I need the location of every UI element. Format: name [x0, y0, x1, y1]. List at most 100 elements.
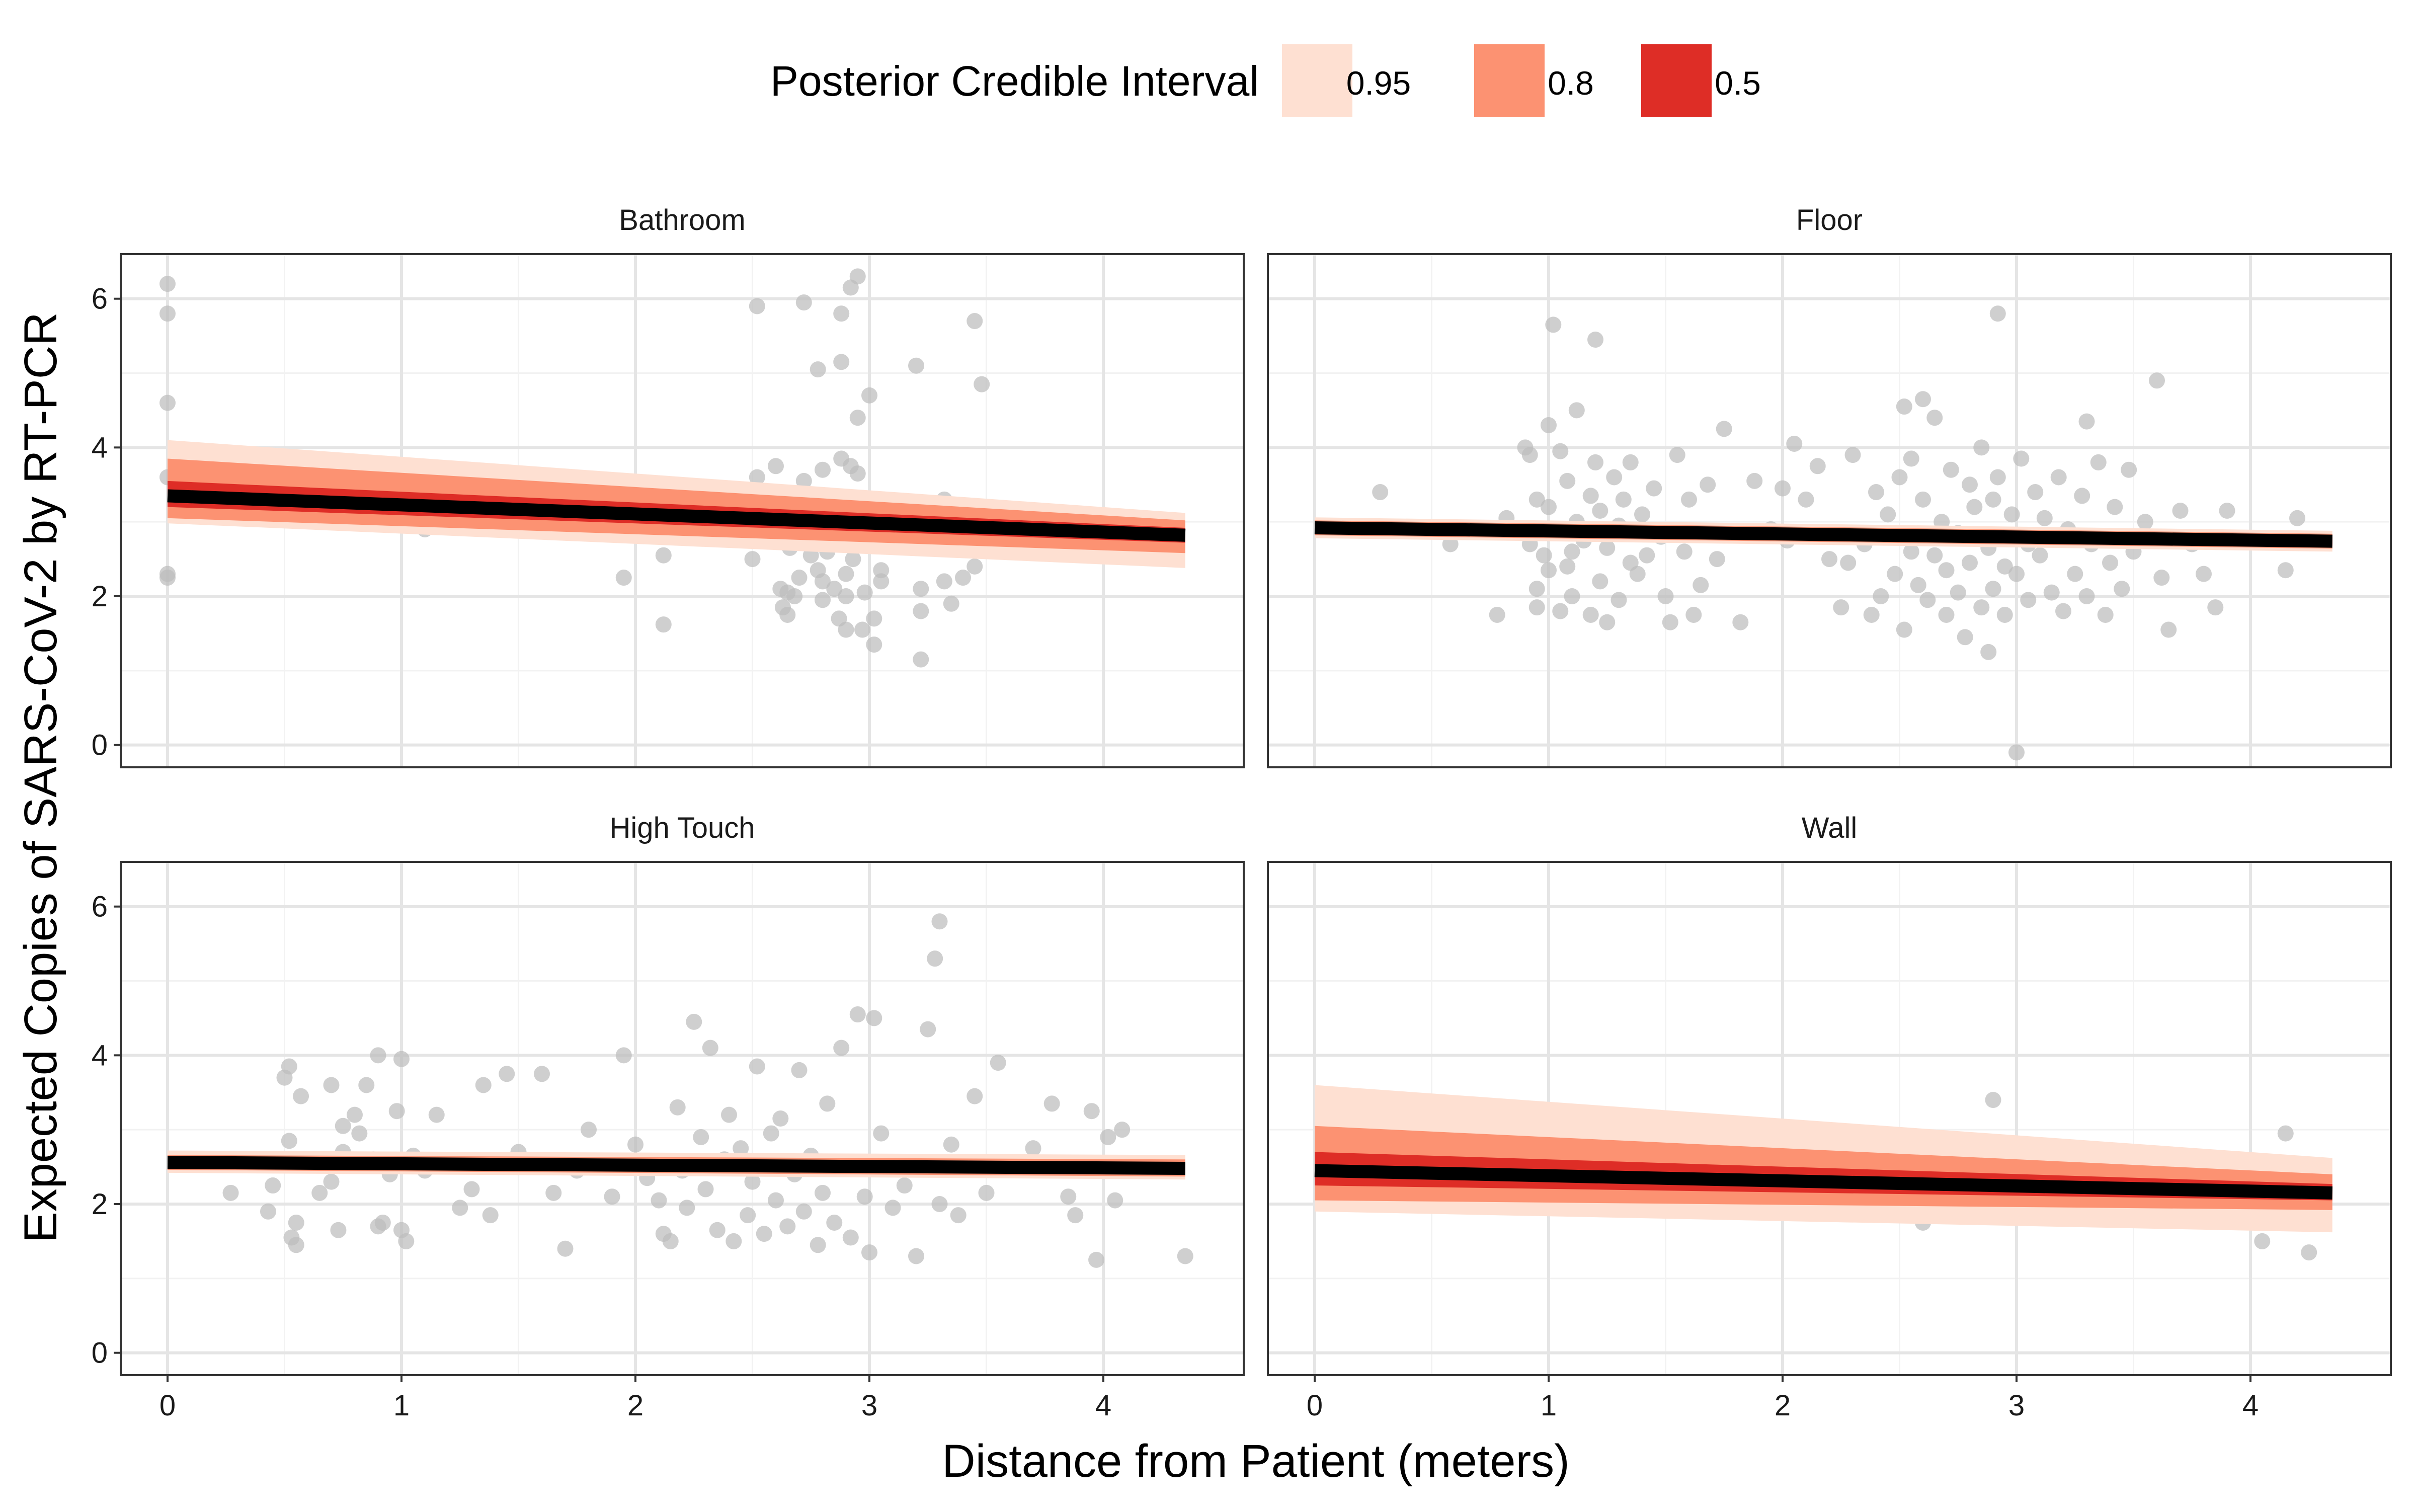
data-point	[791, 570, 808, 586]
data-point	[2043, 584, 2060, 601]
data-point	[955, 570, 971, 586]
data-point	[1709, 551, 1725, 568]
panel-strip-label: Wall	[1802, 812, 1858, 844]
data-point	[1732, 614, 1749, 630]
data-point	[815, 1184, 831, 1201]
data-point	[838, 588, 854, 604]
data-point	[2078, 588, 2095, 604]
data-point	[222, 1184, 239, 1201]
data-point	[1067, 1207, 1084, 1224]
data-point	[393, 1051, 410, 1067]
data-point	[1996, 558, 2013, 575]
y-tick-label: 6	[92, 283, 108, 315]
data-point	[1629, 566, 1646, 582]
data-point	[1880, 506, 1896, 523]
data-point	[1950, 584, 1966, 601]
data-point	[744, 551, 761, 568]
data-point	[2074, 488, 2090, 504]
panel-background	[121, 862, 1244, 1375]
data-point	[1926, 410, 1943, 426]
data-point	[845, 551, 861, 568]
data-point	[2153, 570, 2170, 586]
data-point	[2003, 506, 2020, 523]
data-point	[772, 1110, 789, 1127]
data-point	[1639, 547, 1655, 564]
data-point	[936, 573, 952, 590]
data-point	[1552, 443, 1569, 459]
data-point	[2137, 514, 2153, 530]
data-point	[2027, 484, 2044, 501]
data-point	[499, 1066, 515, 1082]
data-point	[854, 621, 871, 638]
data-point	[1606, 469, 1623, 486]
data-point	[1985, 1092, 2001, 1108]
data-point	[581, 1122, 597, 1138]
data-point	[1599, 614, 1616, 630]
data-point	[819, 1095, 836, 1112]
data-point	[1943, 461, 1959, 478]
data-point	[1528, 599, 1545, 616]
legend-label-1: 0.95	[1346, 64, 1411, 102]
data-point	[1685, 606, 1702, 623]
legend-title: Posterior Credible Interval	[770, 57, 1259, 105]
legend-label-3: 0.5	[1715, 64, 1761, 102]
data-point	[810, 361, 826, 378]
data-point	[697, 1181, 714, 1198]
data-point	[159, 305, 176, 322]
data-point	[1938, 606, 1955, 623]
data-point	[913, 581, 929, 597]
data-point	[1985, 491, 2001, 508]
data-point	[655, 547, 672, 564]
data-point	[2207, 599, 2224, 616]
data-point	[1896, 621, 1912, 638]
data-point	[950, 1207, 967, 1224]
data-point	[398, 1233, 415, 1249]
y-tick-label: 2	[92, 580, 108, 613]
data-point	[849, 268, 866, 285]
data-point	[662, 1233, 679, 1249]
data-point	[978, 1184, 995, 1201]
data-point	[1592, 573, 1608, 590]
panel-0: Bathroom 0 2 4 6	[92, 204, 1245, 768]
panel-border	[120, 253, 1245, 768]
data-point	[1615, 491, 1632, 508]
data-point	[1541, 417, 1557, 433]
data-point	[1592, 503, 1608, 519]
data-point	[370, 1047, 386, 1064]
data-point	[815, 573, 831, 590]
data-point	[1611, 592, 1627, 608]
data-point	[1536, 547, 1552, 564]
data-point	[1891, 469, 1908, 486]
data-point	[1582, 488, 1599, 504]
data-point	[709, 1222, 726, 1238]
data-point	[475, 1077, 492, 1093]
data-point	[1973, 439, 1990, 456]
data-point	[838, 566, 854, 582]
data-point	[281, 1058, 297, 1075]
data-point	[2219, 503, 2235, 519]
data-point	[358, 1077, 375, 1093]
data-point	[1043, 1095, 1060, 1112]
data-point	[2102, 554, 2118, 571]
data-point	[281, 1133, 297, 1149]
data-point	[1568, 402, 1585, 419]
data-point	[1676, 543, 1693, 560]
data-point	[967, 313, 983, 330]
data-point	[908, 357, 924, 374]
data-point	[779, 1218, 796, 1235]
data-point	[1559, 558, 1576, 575]
data-point	[1545, 316, 1562, 333]
y-tick-label: 2	[92, 1188, 108, 1221]
data-point	[849, 410, 866, 426]
data-point	[1746, 472, 1763, 489]
data-point	[1372, 484, 1389, 501]
data-point	[1088, 1251, 1105, 1268]
data-point	[1966, 499, 1983, 515]
data-point	[884, 1200, 901, 1216]
data-point	[2196, 566, 2212, 582]
panel-background	[1268, 254, 2391, 767]
data-point	[768, 458, 784, 474]
x-tick-label: 4	[1095, 1389, 1111, 1422]
data-point	[842, 1229, 859, 1246]
